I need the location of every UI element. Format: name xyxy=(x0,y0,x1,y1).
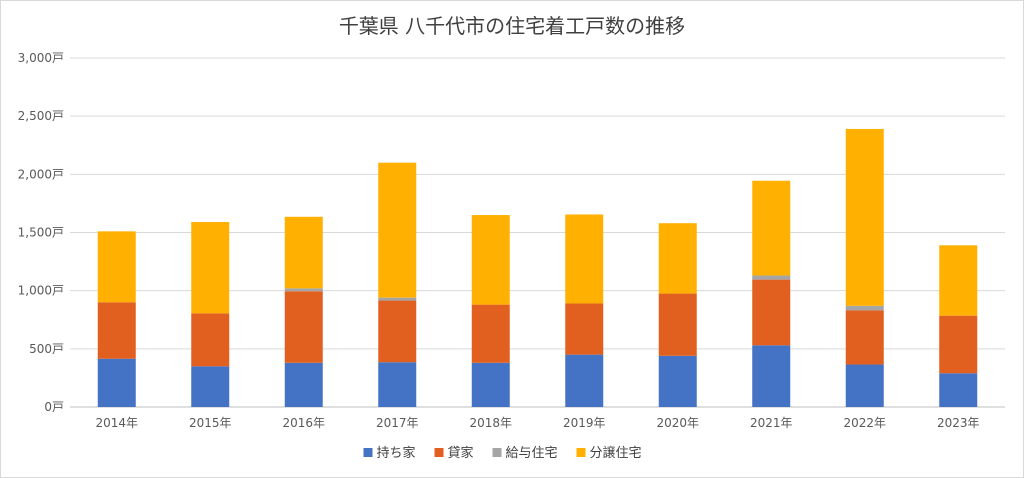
bar-segment xyxy=(97,231,136,303)
bar-segment xyxy=(658,223,697,294)
x-tick-label: 2017年 xyxy=(376,416,419,430)
bar-segment xyxy=(378,297,417,301)
legend-swatch xyxy=(492,448,502,457)
bar-segment xyxy=(565,354,604,407)
bar-segment xyxy=(471,304,510,363)
y-tick-label: 3,000戸 xyxy=(18,51,64,65)
bar-segment xyxy=(752,180,791,276)
y-tick-label: 0戸 xyxy=(44,400,64,414)
bar-segment xyxy=(284,291,323,363)
x-axis-ticks: 2014年 2015年 2016年 2017年 2018年 2019年 2020年 2021年… xyxy=(95,416,979,430)
y-tick-label: 2,000戸 xyxy=(18,167,64,181)
legend: 持ち家 貸家 給与住宅 分譲住宅 xyxy=(363,445,642,461)
legend-label: 持ち家 xyxy=(377,445,416,461)
bar-segment xyxy=(284,288,323,292)
bar-segment xyxy=(191,366,230,407)
bar-segment xyxy=(378,300,417,363)
legend-swatch xyxy=(363,448,373,457)
legend-label: 貸家 xyxy=(448,445,474,461)
bar-segment xyxy=(97,302,136,359)
bar-segment xyxy=(378,162,417,298)
y-axis-ticks: 0戸 500戸 1,000戸 1,500戸 2,000戸 2,500戸 3,000戸 xyxy=(18,51,64,414)
bars xyxy=(97,128,978,407)
bar-segment xyxy=(471,215,510,305)
x-tick-label: 2014年 xyxy=(95,416,138,430)
bar-segment xyxy=(845,364,884,407)
bar-segment xyxy=(191,313,230,367)
legend-label: 分譲住宅 xyxy=(590,445,642,461)
bar-segment xyxy=(845,128,884,306)
bar-segment xyxy=(284,216,323,289)
bar-segment xyxy=(565,303,604,355)
x-tick-label: 2016年 xyxy=(282,416,325,430)
x-tick-label: 2018年 xyxy=(469,416,512,430)
y-tick-label: 1,000戸 xyxy=(18,284,64,298)
bar-segment xyxy=(565,214,604,304)
bar-segment xyxy=(97,358,136,407)
bar-segment xyxy=(378,362,417,407)
legend-swatch xyxy=(576,448,586,457)
bar-segment xyxy=(658,293,697,356)
bar-segment xyxy=(658,355,697,407)
bar-segment xyxy=(191,222,230,314)
legend-label: 給与住宅 xyxy=(506,446,558,461)
x-tick-label: 2020年 xyxy=(656,416,699,430)
bar-segment xyxy=(845,305,884,311)
bar-segment xyxy=(752,275,791,280)
y-tick-label: 2,500戸 xyxy=(18,109,64,123)
bar-segment xyxy=(939,315,978,374)
bar-segment xyxy=(752,345,791,407)
bar-segment xyxy=(471,362,510,407)
bar-segment xyxy=(845,310,884,365)
x-tick-label: 2015年 xyxy=(189,416,232,430)
chart-title: 千葉県 八千代市の住宅着工戸数の推移 xyxy=(339,14,685,38)
bar-segment xyxy=(284,362,323,407)
x-tick-label: 2023年 xyxy=(937,416,980,430)
x-tick-label: 2019年 xyxy=(563,416,606,430)
bar-segment xyxy=(752,279,791,346)
y-tick-label: 1,500戸 xyxy=(18,226,64,240)
bar-segment xyxy=(939,245,978,316)
x-tick-label: 2022年 xyxy=(843,416,886,430)
legend-swatch xyxy=(434,448,444,457)
y-tick-label: 500戸 xyxy=(29,342,64,356)
x-tick-label: 2021年 xyxy=(750,416,793,430)
bar-segment xyxy=(939,373,978,407)
